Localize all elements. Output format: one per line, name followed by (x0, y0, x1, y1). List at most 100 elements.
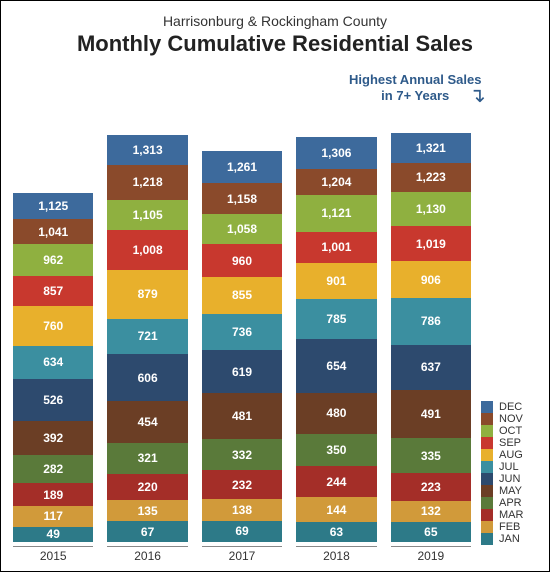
legend-swatch (481, 509, 493, 521)
segment-aug: 901 (296, 263, 376, 299)
segment-value: 526 (43, 393, 63, 407)
segment-jan: 49 (13, 527, 93, 542)
segment-apr: 335 (391, 438, 471, 473)
segment-value: 117 (44, 509, 63, 523)
legend-item-dec: DEC (481, 401, 537, 413)
segment-value: 65 (424, 525, 437, 539)
segment-value: 606 (138, 371, 158, 385)
segment-value: 481 (232, 409, 252, 423)
legend-label: SEP (499, 437, 521, 449)
legend-item-mar: MAR (481, 509, 537, 521)
year-label: 2015 (13, 546, 93, 563)
segment-sep: 960 (202, 244, 282, 277)
segment-jul: 721 (107, 319, 187, 355)
legend-swatch (481, 425, 493, 437)
segment-jul: 786 (391, 298, 471, 344)
legend-item-oct: OCT (481, 425, 537, 437)
segment-oct: 1,130 (391, 192, 471, 226)
segment-nov: 1,223 (391, 163, 471, 192)
year-column-2018: 1,3061,2041,1211,00190178565448035024414… (296, 87, 376, 563)
segment-apr: 321 (107, 443, 187, 474)
year-column-2019: 1,3211,2231,1301,01990678663749133522313… (391, 87, 471, 563)
segment-value: 135 (138, 504, 158, 518)
segment-dec: 1,261 (202, 151, 282, 183)
segment-may: 480 (296, 393, 376, 433)
segment-value: 1,019 (416, 237, 446, 251)
segment-jun: 654 (296, 339, 376, 393)
legend-label: DEC (499, 401, 522, 413)
segment-value: 189 (43, 488, 63, 502)
segment-value: 1,313 (133, 143, 163, 157)
segment-value: 1,001 (321, 240, 351, 254)
segment-value: 637 (421, 360, 441, 374)
segment-mar: 189 (13, 483, 93, 505)
segment-value: 1,321 (416, 141, 446, 155)
segment-value: 906 (421, 273, 441, 287)
chart-subtitle: Harrisonburg & Rockingham County (13, 13, 537, 29)
year-column-2015: 1,1251,041962857760634526392282189117492… (13, 87, 93, 563)
segment-jul: 785 (296, 299, 376, 340)
segment-value: 785 (326, 312, 346, 326)
legend-swatch (481, 461, 493, 473)
segment-aug: 879 (107, 270, 187, 319)
segment-mar: 220 (107, 474, 187, 500)
segment-value: 855 (232, 288, 252, 302)
segment-dec: 1,125 (13, 193, 93, 219)
legend-swatch (481, 449, 493, 461)
segment-value: 1,204 (321, 175, 351, 189)
bars-region: 1,1251,041962857760634526392282189117492… (13, 87, 471, 563)
segment-value: 879 (138, 287, 158, 301)
legend-swatch (481, 437, 493, 449)
legend-item-nov: NOV (481, 413, 537, 425)
segment-value: 1,125 (38, 199, 68, 213)
segment-value: 1,041 (38, 225, 68, 239)
segment-value: 1,306 (321, 146, 351, 160)
segment-value: 960 (232, 254, 252, 268)
legend-swatch (481, 497, 493, 509)
legend-item-jun: JUN (481, 473, 537, 485)
segment-value: 480 (326, 406, 346, 420)
segment-value: 1,218 (133, 175, 163, 189)
stacked-bar: 1,1251,04196285776063452639228218911749 (13, 193, 93, 542)
year-column-2016: 1,3131,2181,1051,00887972160645432122013… (107, 87, 187, 563)
segment-value: 69 (235, 524, 248, 538)
segment-oct: 1,058 (202, 214, 282, 244)
segment-value: 232 (232, 478, 252, 492)
segment-nov: 1,218 (107, 165, 187, 200)
segment-value: 335 (421, 449, 441, 463)
legend-label: NOV (499, 413, 523, 425)
legend-item-aug: AUG (481, 449, 537, 461)
segment-value: 332 (232, 448, 252, 462)
segment-oct: 1,121 (296, 195, 376, 232)
segment-value: 49 (47, 527, 60, 541)
legend-item-sep: SEP (481, 437, 537, 449)
legend-item-jan: JAN (481, 533, 537, 545)
year-label: 2016 (107, 546, 187, 563)
legend-swatch (481, 413, 493, 425)
segment-value: 132 (421, 504, 441, 518)
segment-apr: 282 (13, 455, 93, 484)
legend-item-feb: FEB (481, 521, 537, 533)
segment-value: 491 (421, 407, 441, 421)
legend-label: JUN (499, 473, 520, 485)
legend-item-jul: JUL (481, 461, 537, 473)
segment-value: 63 (330, 525, 343, 539)
segment-dec: 1,306 (296, 137, 376, 169)
legend-label: MAY (499, 485, 522, 497)
legend-swatch (481, 533, 493, 545)
segment-jul: 736 (202, 314, 282, 350)
segment-jan: 67 (107, 521, 187, 542)
segment-value: 138 (232, 503, 252, 517)
segment-value: 67 (141, 525, 154, 539)
segment-value: 350 (326, 443, 346, 457)
segment-aug: 906 (391, 261, 471, 298)
plot-area: 1,1251,041962857760634526392282189117492… (13, 57, 537, 563)
legend-swatch (481, 485, 493, 497)
segment-value: 1,158 (227, 192, 257, 206)
segment-value: 857 (43, 284, 63, 298)
segment-value: 1,223 (416, 170, 446, 184)
legend-label: AUG (499, 449, 523, 461)
segment-jul: 634 (13, 346, 93, 379)
segment-sep: 857 (13, 276, 93, 306)
segment-value: 1,121 (321, 206, 351, 220)
